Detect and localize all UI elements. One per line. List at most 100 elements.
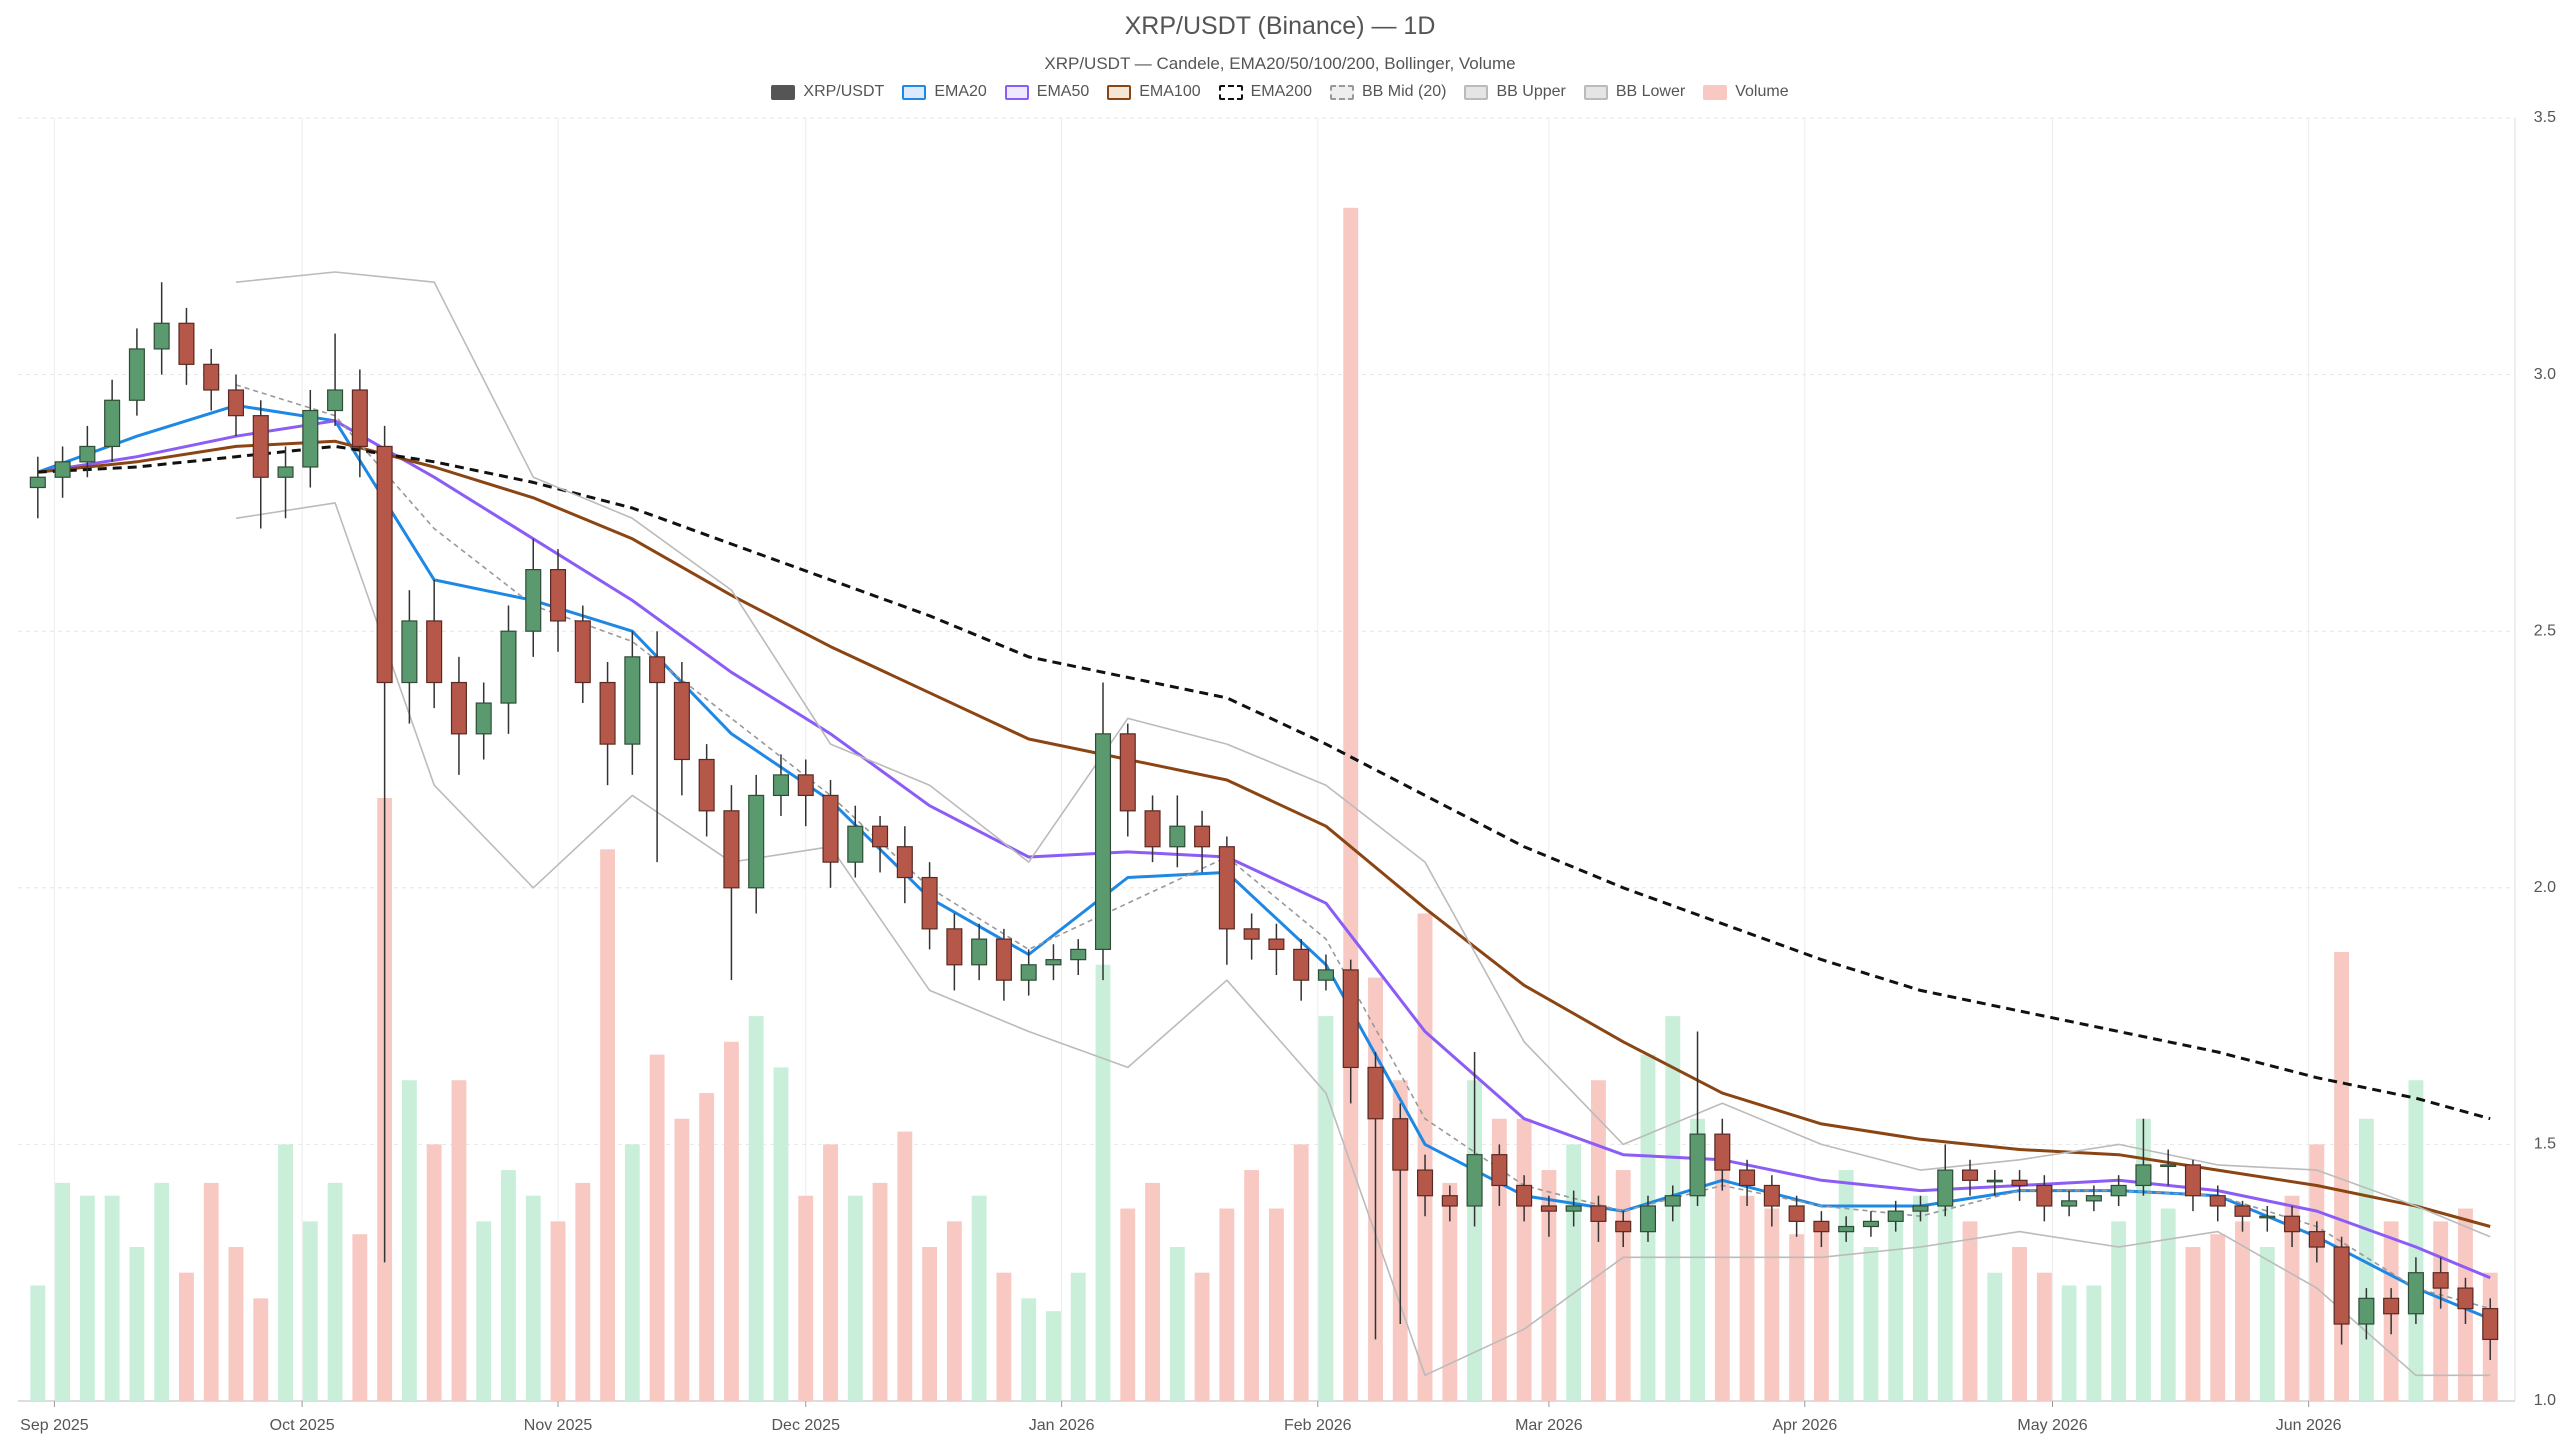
volume-bar (1937, 1182, 1953, 1401)
x-tick-label: Mar 2026 (1515, 1417, 1583, 1434)
candle-body (1714, 1133, 1731, 1171)
legend-swatch (1107, 84, 1132, 100)
candle-body (1491, 1154, 1508, 1187)
volume-bar (649, 1054, 665, 1401)
volume-bar (2309, 1144, 2325, 1401)
volume-bar (624, 1144, 640, 1401)
volume-bar (773, 1067, 789, 1401)
candle-body (1565, 1205, 1582, 1212)
candle-body (1070, 948, 1087, 961)
line-ema100 (37, 439, 2491, 1228)
volume-series (30, 207, 2498, 1401)
candle-body (2110, 1184, 2127, 1197)
candle-body (277, 466, 294, 478)
volume-bar (550, 1221, 566, 1401)
volume-bar (2284, 1195, 2300, 1401)
candle-body (921, 876, 938, 930)
candle-body (1144, 810, 1161, 848)
candle-body (2407, 1272, 2424, 1315)
candle-body (1094, 733, 1112, 950)
candle-body (748, 794, 765, 889)
candle-body (2333, 1246, 2350, 1325)
volume-bar (1095, 964, 1111, 1401)
legend-swatch (1464, 84, 1489, 100)
candle-body (1516, 1184, 1533, 1207)
volume-bar (2259, 1247, 2275, 1401)
volume-bar (2235, 1221, 2250, 1401)
volume-bar (1021, 1298, 1037, 1401)
candle-body (351, 389, 368, 448)
candle-body (1739, 1169, 1756, 1187)
legend-item: BB Mid (20) (1330, 83, 1446, 101)
candle-body (698, 758, 715, 812)
candle-body (1961, 1169, 1979, 1181)
candle-body (227, 389, 245, 417)
candle-body (1763, 1184, 1780, 1207)
candle-body (599, 681, 616, 745)
volume-bar (2433, 1221, 2449, 1401)
candle-body (104, 399, 121, 448)
volume-bar (971, 1195, 987, 1401)
candle-body (1367, 1066, 1384, 1120)
volume-bar (129, 1247, 145, 1401)
legend-item: EMA50 (1004, 83, 1090, 101)
legend-label: EMA100 (1139, 83, 1201, 100)
legend: XRP/USDT EMA20 EMA50 EMA100 EMA200 BB Mid (20… (0, 83, 2560, 101)
volume-bar (2111, 1221, 2127, 1401)
volume-bar (476, 1221, 492, 1401)
volume-bar (1739, 1195, 1755, 1401)
x-tick-label: Dec 2025 (771, 1417, 840, 1434)
candle-body (2308, 1231, 2325, 1248)
volume-bar (2036, 1272, 2052, 1401)
volume-bar (1491, 1118, 1507, 1401)
volume-bar (79, 1195, 95, 1401)
volume-bar (723, 1041, 739, 1401)
volume-bar (823, 1144, 838, 1401)
volume-bar (2185, 1247, 2201, 1401)
candle-body (772, 774, 790, 797)
volume-bar (1962, 1221, 1978, 1401)
candle-body (1887, 1210, 1904, 1222)
candle-body (1218, 846, 1235, 930)
volume-bar (2160, 1208, 2176, 1401)
x-tick-label: Apr 2026 (1772, 1417, 1837, 1434)
legend-item: EMA200 (1218, 83, 1312, 101)
y-tick-label: 2.0 (2534, 879, 2556, 896)
volume-bar (2408, 1080, 2424, 1401)
candle-body (574, 620, 591, 684)
volume-bar (1541, 1170, 1557, 1401)
legend-swatch (1583, 84, 1608, 100)
volume-bar (302, 1221, 318, 1401)
x-tick-label: Nov 2025 (524, 1417, 593, 1434)
legend-swatch (1004, 84, 1029, 100)
candle-body (896, 846, 913, 879)
candle-body (2259, 1215, 2276, 1219)
y-tick-label: 2.5 (2534, 622, 2556, 639)
x-tick-label: May 2026 (2017, 1417, 2087, 1434)
legend-label: Volume (1735, 83, 1789, 100)
candle-body (797, 774, 814, 797)
candle-body (29, 476, 46, 489)
volume-bar (2135, 1118, 2151, 1401)
candle-body (2482, 1308, 2499, 1341)
volume-bar (55, 1182, 71, 1401)
candle-body (450, 681, 467, 735)
candle-body (128, 348, 145, 401)
volume-bar (228, 1247, 244, 1401)
candle-body (2011, 1179, 2028, 1187)
legend-item: XRP/USDT (771, 83, 884, 101)
legend-item: EMA20 (902, 83, 987, 101)
x-tick-label: Jan 2026 (1029, 1417, 1095, 1434)
legend-label: EMA50 (1036, 83, 1090, 100)
volume-bar (922, 1247, 938, 1401)
volume-bar (1789, 1234, 1805, 1401)
volume-bar (1244, 1170, 1260, 1401)
candle-body (995, 938, 1012, 981)
line-bb-upper (235, 271, 2491, 1238)
candle-body (2284, 1215, 2301, 1233)
candle-body (649, 656, 666, 684)
candle-body (1243, 928, 1260, 940)
candle-body (1441, 1195, 1458, 1207)
y-tick-label: 3.0 (2534, 366, 2556, 383)
